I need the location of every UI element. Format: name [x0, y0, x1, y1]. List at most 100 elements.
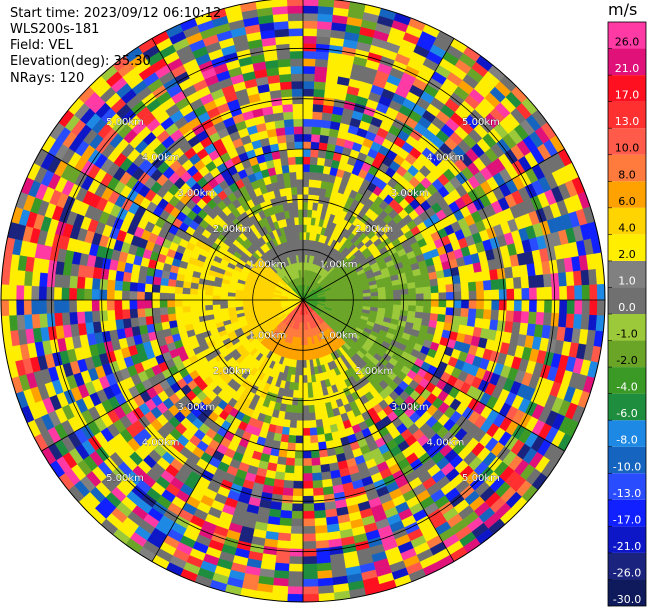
range-gate	[307, 382, 313, 391]
range-gate	[415, 299, 425, 307]
range-gate	[291, 194, 299, 203]
range-gate	[68, 299, 78, 313]
colorbar-tick-label: 1.0	[618, 274, 636, 287]
range-gate	[279, 441, 289, 451]
range-gate	[23, 314, 33, 330]
range-gate	[589, 284, 598, 301]
range-gate	[290, 404, 298, 414]
range-gate	[288, 35, 304, 44]
range-gate	[302, 171, 310, 180]
range-gate	[302, 163, 311, 173]
range-gate	[505, 277, 515, 290]
range-gate	[53, 286, 62, 301]
range-gate	[307, 397, 315, 406]
range-gate	[276, 540, 291, 550]
range-gate	[76, 299, 85, 313]
range-gate	[378, 299, 387, 305]
range-gate	[302, 510, 315, 520]
range-gate	[392, 284, 401, 291]
range-gate	[400, 294, 409, 301]
range-gate	[408, 293, 417, 301]
range-gate	[400, 299, 409, 306]
range-gate	[315, 50, 330, 60]
range-gate	[550, 312, 560, 328]
range-gate	[8, 299, 17, 316]
range-gate	[277, 532, 291, 542]
colorbar-tick-label: 17.0	[615, 89, 640, 102]
range-gate	[452, 307, 462, 317]
range-gate	[310, 148, 320, 158]
range-gate	[242, 299, 251, 304]
range-gate	[287, 156, 297, 166]
range-gate	[115, 318, 125, 330]
instrument-label: WLS200s-181	[10, 22, 100, 37]
range-gate	[302, 126, 313, 135]
range-gate	[292, 488, 304, 497]
range-gate	[513, 288, 523, 301]
range-gate	[467, 308, 477, 319]
range-gate	[281, 96, 293, 105]
range-gate	[408, 299, 417, 307]
range-gate	[296, 412, 304, 422]
range-gate	[302, 118, 313, 127]
range-gate	[152, 276, 162, 286]
range-gate	[551, 299, 560, 314]
range-gate	[204, 294, 213, 301]
range-gate	[445, 283, 455, 293]
range-gate	[23, 270, 33, 286]
range-gate	[544, 299, 553, 314]
colorbar-unit-label: m/s	[608, 0, 638, 19]
range-gate	[437, 306, 447, 316]
range-gate	[283, 179, 292, 189]
colorbar-tick-label: 13.0	[615, 115, 640, 128]
range-gate	[286, 194, 293, 204]
range-gate	[320, 119, 332, 129]
range-gate	[288, 427, 297, 436]
range-gate	[286, 449, 296, 459]
range-label: 4.00km	[426, 153, 464, 164]
range-gate	[197, 304, 206, 312]
range-gate	[288, 571, 304, 580]
range-gate	[482, 280, 492, 291]
range-gate	[288, 27, 304, 37]
range-gate	[422, 286, 432, 294]
range-gate	[289, 43, 304, 52]
range-gate	[407, 287, 417, 295]
range-gate	[285, 133, 295, 143]
range-gate	[309, 164, 318, 173]
range-gate	[234, 299, 243, 304]
range-gate	[1, 283, 10, 301]
range-gate	[302, 95, 314, 105]
range-label: 4.00km	[426, 437, 464, 448]
range-gate	[69, 275, 78, 289]
range-gate	[528, 275, 537, 289]
range-gate	[302, 533, 316, 542]
range-gate	[129, 281, 139, 292]
range-gate	[521, 299, 530, 313]
range-label: 2.00km	[355, 224, 393, 235]
range-gate	[279, 510, 293, 519]
range-label: 2.00km	[213, 224, 251, 235]
range-gate	[166, 299, 176, 308]
range-gate	[283, 111, 294, 121]
colorbar-tick-label: -1.0	[616, 328, 637, 341]
colorbar-tick-label: -4.0	[616, 381, 637, 394]
range-gate	[302, 503, 315, 512]
range-gate	[302, 58, 316, 67]
range-label: 5.00km	[462, 117, 500, 128]
range-gate	[181, 293, 191, 301]
range-gate	[316, 555, 331, 565]
range-gate	[400, 288, 409, 296]
range-gate	[428, 271, 438, 281]
range-gate	[167, 285, 176, 294]
range-gate	[596, 299, 605, 317]
range-gate	[281, 495, 293, 504]
range-gate	[315, 547, 331, 557]
range-gate	[535, 274, 545, 288]
colorbar-tick-label: -6.0	[616, 407, 637, 420]
range-label: 5.00km	[106, 473, 144, 484]
range-gate	[459, 273, 469, 284]
range-gate	[38, 313, 48, 328]
colorbar-tick-label: 10.0	[615, 142, 640, 155]
range-gate	[308, 404, 316, 414]
